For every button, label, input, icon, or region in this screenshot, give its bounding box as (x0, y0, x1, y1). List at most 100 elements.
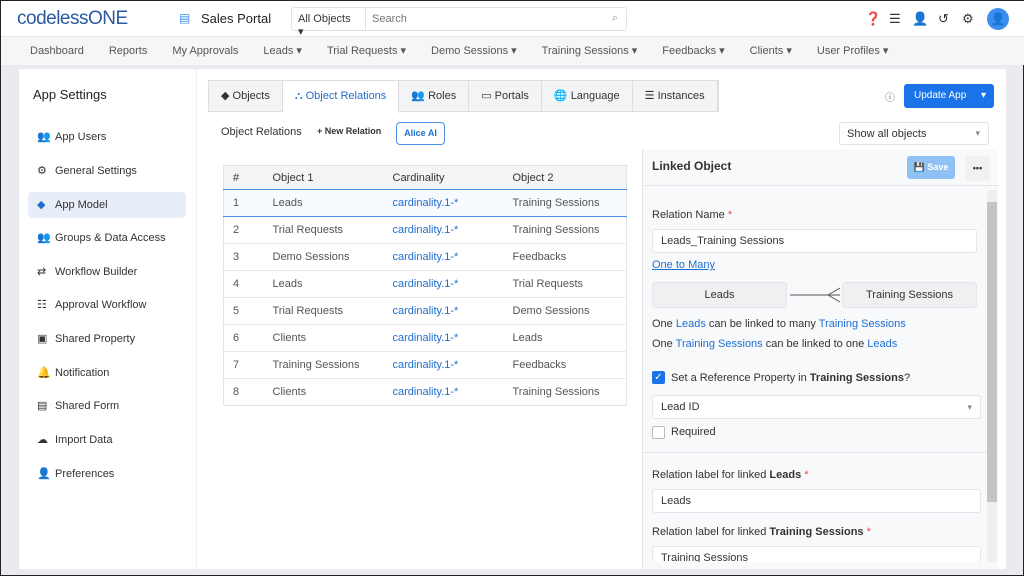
scrollbar[interactable] (987, 190, 997, 562)
table-row[interactable]: 7 Training Sessions cardinality.1-* Feedbac… (223, 351, 627, 379)
cardinality-cell[interactable]: cardinality.1-* (383, 216, 504, 244)
reference-property-select[interactable]: Lead ID ▾ (652, 395, 981, 419)
new-relation-button[interactable]: + New Relation (317, 126, 382, 136)
sidebar-item-import-data[interactable]: ☁ Import Data (28, 427, 186, 453)
history-icon[interactable]: ↺ (938, 11, 949, 26)
globe-icon: 🌐 (553, 90, 568, 102)
cardinality-cell[interactable]: cardinality.1-* (383, 189, 504, 217)
users-icon: 👥 (411, 90, 426, 102)
table-row[interactable]: 8 Clients cardinality.1-* Training Sessions (223, 378, 627, 406)
sidebar-item-general-settings[interactable]: ⚙ General Settings (28, 158, 186, 184)
relations-table: # Object 1 Cardinality Object 2 1 Leads ca… (223, 165, 627, 406)
cardinality-cell[interactable]: cardinality.1-* (383, 324, 504, 352)
object1-cell: Training Sessions (263, 351, 384, 379)
nav-user-profiles[interactable]: User Profiles ▾ (816, 45, 889, 57)
nav-demo-sessions[interactable]: Demo Sessions ▾ (431, 45, 517, 57)
row-number: 5 (223, 297, 264, 325)
cardinality-link[interactable]: One to Many (652, 259, 715, 271)
sidebar-item-shared-property[interactable]: ▣ Shared Property (28, 326, 186, 352)
row-number: 2 (223, 216, 264, 244)
tab-instances[interactable]: ☰ Instances (633, 81, 718, 111)
gear-icon: ⚙ (37, 165, 47, 177)
database-icon[interactable]: ☰ (889, 11, 901, 26)
nav-leads[interactable]: Leads ▾ (263, 45, 302, 57)
cardinality-cell[interactable]: cardinality.1-* (383, 297, 504, 325)
chevron-down-icon: ▾ (980, 90, 986, 101)
sidebar-item-preferences[interactable]: 👤 Preferences (28, 461, 186, 487)
tab-language[interactable]: 🌐 Language (542, 81, 633, 111)
object1-cell: Leads (263, 189, 384, 217)
search-input[interactable] (366, 8, 604, 30)
sidebar-item-groups[interactable]: 👥 Groups & Data Access (28, 225, 186, 251)
cardinality-cell[interactable]: cardinality.1-* (383, 351, 504, 379)
col-object1: Object 1 (263, 165, 384, 190)
user-gear-icon: 👤 (37, 468, 51, 480)
add-user-icon[interactable]: 👤 (912, 11, 929, 26)
cardinality-cell[interactable]: cardinality.1-* (383, 243, 504, 271)
portal-name: Sales Portal (201, 11, 272, 26)
table-row[interactable]: 6 Clients cardinality.1-* Leads (223, 324, 627, 352)
search-scope-select[interactable]: All Objects ▾ (292, 8, 366, 38)
cube-icon: ◆ (37, 199, 46, 211)
search-icon[interactable]: ⌕ (611, 12, 618, 24)
save-button[interactable]: 💾 Save (907, 156, 955, 179)
sidebar-item-shared-form[interactable]: ▤ Shared Form (28, 393, 186, 419)
relation-name-label: Relation Name * (652, 209, 733, 221)
table-row[interactable]: 2 Trial Requests cardinality.1-* Training S… (223, 216, 627, 244)
settings-icon[interactable]: ⚙ (962, 11, 974, 26)
relation-name-input[interactable]: Leads_Training Sessions (652, 229, 977, 253)
more-options-button[interactable]: ••• (965, 156, 990, 181)
label1-input[interactable]: Leads (652, 489, 981, 513)
object2-cell: Training Sessions (503, 378, 627, 406)
settings-tabs: ◆ Objects ⛬ Object Relations 👥 Roles ▭ P… (208, 80, 719, 113)
checklist-icon: ☷ (37, 299, 47, 311)
object-filter-select[interactable]: Show all objects ▾ (839, 122, 989, 145)
label2-title: Relation label for linked Training Sessi… (652, 526, 871, 538)
nav-training-sessions[interactable]: Training Sessions ▾ (541, 45, 638, 57)
nav-trial-requests[interactable]: Trial Requests ▾ (326, 45, 407, 57)
nav-my-approvals[interactable]: My Approvals (172, 45, 239, 57)
tab-portals[interactable]: ▭ Portals (469, 81, 542, 111)
monitor-icon: ▭ (481, 90, 492, 102)
nav-clients[interactable]: Clients ▾ (749, 45, 792, 57)
sidebar-item-app-users[interactable]: 👥 App Users (28, 124, 186, 150)
main-nav: Dashboard Reports My Approvals Leads ▾ T… (1, 37, 1024, 65)
row-number: 6 (223, 324, 264, 352)
left-object-box: Leads (652, 282, 787, 308)
sidebar-item-app-model[interactable]: ◆ App Model (28, 192, 186, 218)
nav-reports[interactable]: Reports (108, 45, 148, 57)
avatar[interactable]: 👤 (987, 8, 1009, 30)
tab-roles[interactable]: 👥 Roles (399, 81, 470, 111)
logo[interactable]: codelessONE (17, 8, 128, 29)
sidebar-item-notification[interactable]: 🔔 Notification (28, 360, 186, 386)
nav-feedbacks[interactable]: Feedbacks ▾ (662, 45, 725, 57)
row-number: 8 (223, 378, 264, 406)
label1-title: Relation label for linked Leads * (652, 469, 809, 481)
arrows-icon: ⇄ (37, 266, 47, 278)
label2-input[interactable]: Training Sessions (652, 546, 981, 562)
info-icon[interactable]: ⓘ (885, 93, 895, 104)
sidebar: App Settings 👥 App Users ⚙ General Setting… (19, 69, 196, 569)
table-row[interactable]: 1 Leads cardinality.1-* Training Sessions (223, 189, 627, 217)
sidebar-item-approval-workflow[interactable]: ☷ Approval Workflow (28, 292, 186, 318)
nav-dashboard[interactable]: Dashboard (30, 45, 84, 57)
linked-object-panel: Linked Object 💾 Save ••• Relation Name *… (642, 149, 999, 569)
help-icon[interactable]: ❓ (865, 11, 882, 26)
table-row[interactable]: 4 Leads cardinality.1-* Trial Requests (223, 270, 627, 298)
cardinality-cell[interactable]: cardinality.1-* (383, 270, 504, 298)
reference-property-label: Set a Reference Property in Training Ses… (671, 372, 911, 384)
sidebar-item-workflow-builder[interactable]: ⇄ Workflow Builder (28, 259, 186, 285)
row-number: 1 (223, 189, 264, 217)
object2-cell: Leads (503, 324, 627, 352)
reference-property-checkbox[interactable]: ✓ (652, 371, 665, 384)
table-row[interactable]: 5 Trial Requests cardinality.1-* Demo Sessi… (223, 297, 627, 325)
cardinality-cell[interactable]: cardinality.1-* (383, 378, 504, 406)
update-app-button[interactable]: Update App ▾ (904, 84, 994, 108)
tab-objects[interactable]: ◆ Objects (209, 81, 283, 111)
section-title: Object Relations (221, 126, 302, 138)
alice-ai-button[interactable]: Alice AI (396, 122, 445, 145)
object2-cell: Feedbacks (503, 351, 627, 379)
tab-object-relations[interactable]: ⛬ Object Relations (282, 81, 400, 113)
required-checkbox[interactable] (652, 426, 665, 439)
table-row[interactable]: 3 Demo Sessions cardinality.1-* Feedbacks (223, 243, 627, 271)
